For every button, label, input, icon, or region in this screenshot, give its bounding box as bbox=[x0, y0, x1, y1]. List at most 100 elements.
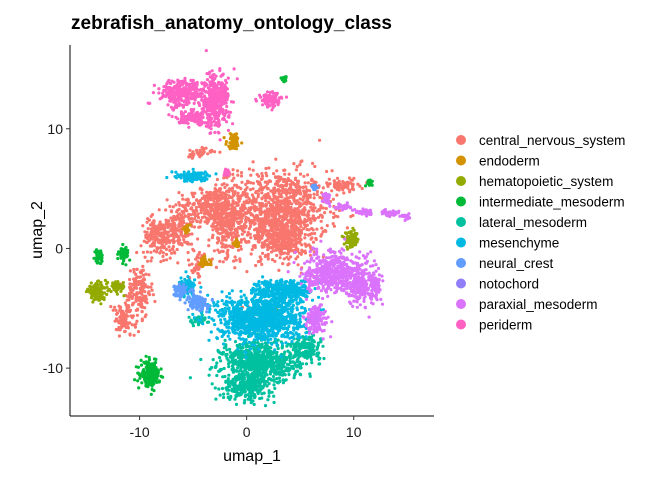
data-point bbox=[276, 346, 280, 351]
data-point bbox=[260, 191, 264, 195]
data-point bbox=[158, 246, 162, 250]
data-point bbox=[119, 285, 123, 289]
data-point bbox=[233, 388, 237, 392]
data-point bbox=[302, 220, 306, 224]
data-point bbox=[265, 211, 269, 215]
data-point bbox=[260, 174, 265, 178]
data-point bbox=[268, 219, 272, 223]
data-point bbox=[239, 219, 243, 224]
data-point bbox=[272, 394, 276, 398]
data-point bbox=[231, 172, 235, 176]
data-point bbox=[143, 361, 147, 365]
data-point bbox=[291, 214, 295, 218]
data-point bbox=[239, 349, 243, 353]
data-point bbox=[307, 209, 311, 213]
data-point bbox=[296, 207, 300, 211]
data-point bbox=[154, 366, 158, 370]
data-point bbox=[305, 195, 309, 200]
data-point bbox=[212, 191, 216, 195]
data-point bbox=[265, 379, 269, 384]
data-point bbox=[115, 284, 120, 288]
data-point bbox=[286, 349, 290, 353]
data-point bbox=[234, 132, 239, 136]
data-point bbox=[284, 240, 288, 245]
data-point bbox=[275, 169, 279, 173]
data-point bbox=[233, 266, 237, 270]
data-point bbox=[233, 350, 238, 354]
data-point bbox=[344, 184, 348, 188]
data-point bbox=[219, 359, 223, 363]
data-point bbox=[132, 277, 136, 281]
data-point bbox=[296, 357, 300, 361]
data-point bbox=[156, 369, 160, 373]
data-point bbox=[314, 236, 318, 240]
data-point bbox=[249, 173, 253, 177]
data-point bbox=[312, 196, 316, 200]
data-point bbox=[268, 377, 273, 381]
data-point bbox=[147, 355, 151, 360]
data-point bbox=[257, 233, 261, 237]
data-point bbox=[158, 251, 162, 255]
data-point bbox=[199, 202, 203, 206]
data-point bbox=[146, 217, 150, 221]
data-point bbox=[332, 224, 336, 228]
data-point bbox=[253, 244, 257, 248]
data-point bbox=[211, 224, 215, 229]
data-point bbox=[239, 224, 243, 228]
data-point bbox=[233, 397, 237, 401]
data-point bbox=[284, 75, 288, 79]
data-point bbox=[272, 201, 276, 205]
data-point bbox=[190, 269, 194, 273]
data-point bbox=[280, 207, 284, 211]
data-point bbox=[367, 181, 371, 185]
data-point bbox=[121, 281, 125, 285]
data-point bbox=[115, 311, 119, 315]
data-point bbox=[199, 207, 203, 211]
data-point bbox=[226, 392, 230, 396]
data-point bbox=[168, 222, 172, 226]
data-point bbox=[320, 226, 324, 230]
data-point bbox=[152, 219, 156, 223]
data-point bbox=[227, 291, 231, 296]
data-point bbox=[244, 211, 248, 215]
data-point bbox=[187, 217, 191, 221]
data-point bbox=[154, 360, 158, 365]
data-point bbox=[261, 251, 265, 255]
data-point bbox=[150, 368, 154, 372]
data-point bbox=[150, 282, 154, 286]
data-point bbox=[99, 302, 103, 306]
data-point bbox=[150, 256, 154, 260]
data-point bbox=[241, 384, 245, 388]
data-point bbox=[150, 288, 154, 292]
data-point bbox=[234, 240, 238, 244]
data-point bbox=[325, 224, 329, 228]
data-point bbox=[134, 365, 138, 369]
data-point bbox=[250, 386, 254, 390]
data-point bbox=[247, 206, 251, 210]
data-point bbox=[141, 224, 145, 228]
data-point bbox=[368, 178, 372, 182]
data-point bbox=[277, 268, 281, 272]
chart-title: zebrafish_anatomy_ontology_class bbox=[71, 13, 392, 34]
data-point bbox=[251, 168, 255, 172]
data-point bbox=[192, 202, 196, 207]
data-point bbox=[240, 391, 244, 395]
data-point bbox=[349, 181, 353, 185]
data-point bbox=[296, 255, 300, 259]
data-point bbox=[156, 374, 160, 378]
data-point bbox=[142, 286, 146, 290]
data-point bbox=[233, 255, 237, 259]
data-point bbox=[291, 348, 295, 352]
data-point bbox=[147, 273, 151, 277]
data-point bbox=[276, 381, 280, 385]
data-point bbox=[236, 362, 240, 366]
data-point bbox=[275, 234, 279, 238]
data-point bbox=[154, 235, 158, 240]
data-point bbox=[225, 385, 229, 389]
data-point bbox=[231, 382, 235, 386]
data-point bbox=[258, 224, 262, 228]
data-point bbox=[224, 238, 228, 242]
data-point bbox=[237, 369, 241, 373]
data-point bbox=[267, 229, 271, 233]
data-point bbox=[216, 195, 220, 199]
